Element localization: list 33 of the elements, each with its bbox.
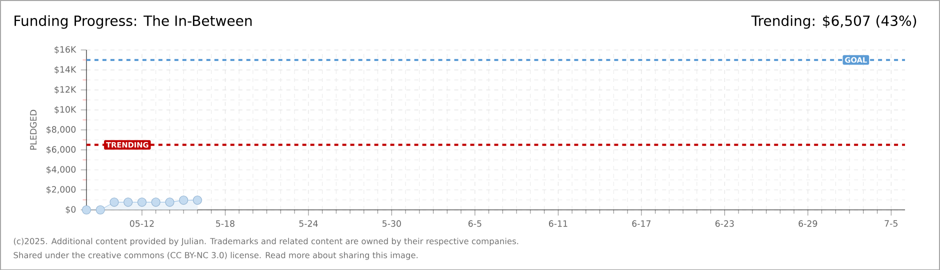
y-tick-label: $6,000 [46, 146, 76, 154]
chart-title: Funding Progress: The In-Between [14, 15, 252, 29]
y-tick-label: $12K [54, 86, 76, 94]
x-tick-label: 6-29 [798, 220, 818, 227]
point [110, 197, 119, 207]
y-tick-label: $2,000 [46, 186, 76, 194]
text: Shared under the creative commons (CC BY-NC 3.0) license. Read more about sharing this image. [14, 252, 418, 260]
point [179, 195, 188, 205]
x-tick-label: 6-11 [548, 220, 568, 227]
x-tick-label: 5-30 [382, 220, 401, 227]
chart-subtitle: Trending: $6,507 (43%) [751, 15, 916, 29]
x-tick-label: 5-24 [299, 220, 318, 227]
point [137, 197, 147, 207]
text: (c)2025. Additional content provided by Julian. Trademarks and related content are owned by their respective companies. [14, 238, 518, 246]
x-tick-label: 7-5 [884, 220, 898, 227]
x-tick-label: 6-17 [632, 220, 651, 227]
y-tick-label: $14K [54, 66, 76, 74]
y-axis-title: PLEDGED [30, 110, 37, 150]
y-tick-label: $0 [66, 206, 76, 214]
x-tick-label: 6-23 [715, 220, 734, 227]
point [151, 197, 160, 207]
point [124, 197, 133, 207]
x-tick-label: 6-5 [468, 220, 482, 227]
y-tick-label: $8,000 [46, 126, 76, 134]
point [165, 197, 174, 207]
point [96, 205, 105, 214]
y-tick-label: $16K [54, 46, 76, 54]
x-tick-label: 5-18 [216, 220, 234, 227]
y-tick-label: $4,000 [46, 166, 76, 174]
point [82, 205, 91, 214]
x-tick-label: 05-12 [130, 220, 154, 227]
y-tick-label: $10K [54, 106, 76, 114]
point [192, 195, 202, 205]
